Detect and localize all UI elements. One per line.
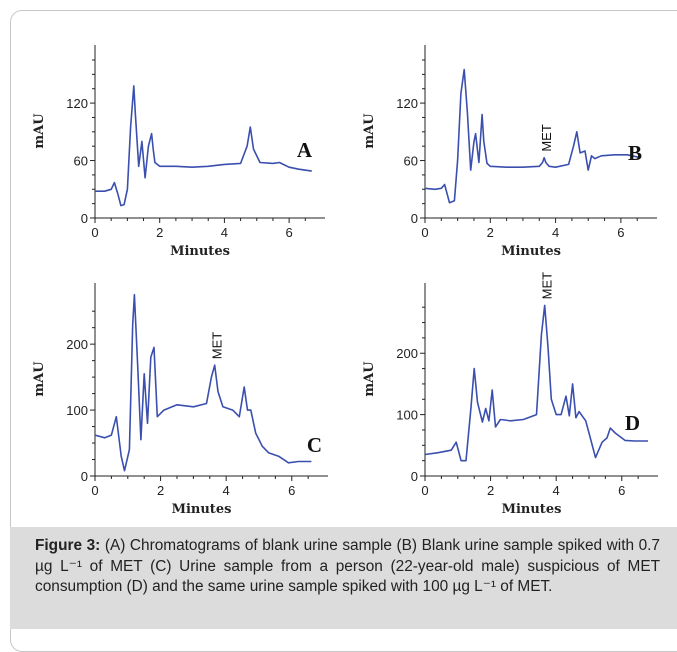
y-tick-label: 200 <box>66 337 88 352</box>
x-tick-label: 0 <box>421 225 428 240</box>
panel-label: B <box>628 141 642 165</box>
chromatogram-trace <box>94 293 312 472</box>
x-tick-label: 4 <box>553 483 560 498</box>
x-tick-label: 6 <box>288 483 295 498</box>
x-tick-label: 4 <box>223 483 230 498</box>
panel-label: D <box>625 411 640 435</box>
panel-label: A <box>297 138 313 162</box>
chromatogram-trace <box>424 304 648 462</box>
peak-annotation: MET <box>209 332 224 360</box>
chart-panel-d: 0 2 4 6 0 100 200 Minutes mAU D MET <box>362 272 658 517</box>
x-axis-title: Minutes <box>501 244 561 259</box>
x-tick-label: 4 <box>552 225 559 240</box>
y-tick-label: 200 <box>396 346 418 361</box>
caption-label: Figure 3: <box>35 537 101 554</box>
x-tick-label: 6 <box>617 225 624 240</box>
caption-background <box>10 527 677 629</box>
y-tick-label: 100 <box>66 403 88 418</box>
x-tick-label: 6 <box>286 225 293 240</box>
x-tick-label: 2 <box>487 225 494 240</box>
x-tick-label: 0 <box>421 483 428 498</box>
x-tick-label: 2 <box>156 225 163 240</box>
chart-panel-c: 0 2 4 6 0 100 200 Minutes mAU C MET <box>32 283 328 517</box>
x-tick-label: 0 <box>91 225 98 240</box>
chromatogram-trace <box>95 85 312 207</box>
y-tick-label: 120 <box>396 96 418 111</box>
y-tick-label: 60 <box>404 154 418 169</box>
y-tick-label: 0 <box>81 211 88 226</box>
peak-annotation: MET <box>539 272 554 300</box>
x-tick-label: 2 <box>487 483 494 498</box>
y-axis-title: mAU <box>362 361 377 397</box>
peak-annotation: MET <box>539 124 554 152</box>
y-axis-title: mAU <box>362 113 377 149</box>
y-tick-label: 120 <box>66 96 88 111</box>
figure-caption: Figure 3: (A) Chromatograms of blank uri… <box>35 536 660 598</box>
y-tick-label: 60 <box>74 154 88 169</box>
x-axis-title: Minutes <box>172 502 232 517</box>
y-tick-label: 0 <box>411 211 418 226</box>
y-axis-title: mAU <box>32 113 47 149</box>
y-tick-label: 100 <box>396 408 418 423</box>
x-tick-label: 4 <box>221 225 228 240</box>
x-tick-label: 2 <box>157 483 164 498</box>
x-tick-label: 6 <box>618 483 625 498</box>
chromatogram-trace <box>424 68 641 204</box>
caption-text: (A) Chromatograms of blank urine sample … <box>35 537 660 595</box>
y-axis-title: mAU <box>32 361 47 397</box>
x-tick-label: 0 <box>91 483 98 498</box>
y-tick-label: 0 <box>81 469 88 484</box>
y-tick-label: 0 <box>411 469 418 484</box>
x-axis-title: Minutes <box>170 244 230 259</box>
chart-area: 0 2 4 6 0 60 120 Minutes mAU A 0 2 4 6 0 60 120 Minutes mA… <box>20 30 677 525</box>
panel-label: C <box>307 433 322 457</box>
x-axis-title: Minutes <box>502 502 562 517</box>
